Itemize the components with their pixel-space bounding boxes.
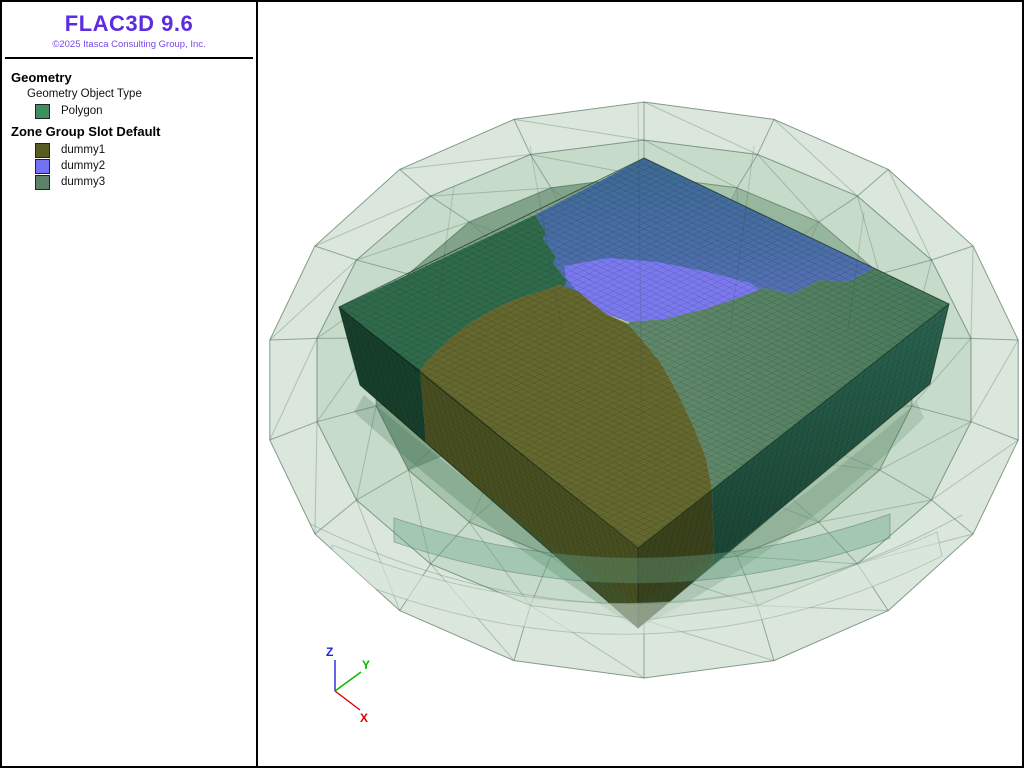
3d-scene-canvas[interactable]: Z Y X <box>260 2 1024 766</box>
axis-triad: Z Y X <box>326 645 370 725</box>
box-right-mesh <box>638 304 949 628</box>
dummy1-color-swatch <box>35 142 50 158</box>
x-axis-line <box>334 690 361 711</box>
y-axis-label: Y <box>362 658 370 672</box>
legend-subheading-object-type: Geometry Object Type <box>27 88 142 100</box>
legend-item-label: dummy3 <box>61 176 106 188</box>
box-top-mesh <box>339 158 949 548</box>
box-edges <box>338 157 950 630</box>
x-axis-label: X <box>360 711 368 725</box>
legend-item-dummy1: dummy1 <box>35 142 256 158</box>
panel-divider <box>5 57 253 59</box>
legend-item-label: Polygon <box>61 105 103 117</box>
model-viewport[interactable]: Z Y X <box>260 2 1024 766</box>
legend-item-polygon: Polygon <box>35 103 256 119</box>
geometry-polygon-dome-front <box>301 103 963 635</box>
dummy2-color-swatch <box>35 158 50 174</box>
y-axis-line <box>334 671 362 692</box>
copyright-text: ©2025 Itasca Consulting Group, Inc. <box>52 39 206 50</box>
zone-box <box>338 157 950 630</box>
legend-heading-zone-group: Zone Group Slot Default <box>11 124 161 139</box>
app-title: FLAC3D 9.6 <box>64 11 194 36</box>
legend-item-dummy2: dummy2 <box>35 158 256 174</box>
legend-panel: FLAC3D 9.6 ©2025 Itasca Consulting Group… <box>2 2 258 766</box>
legend-item-label: dummy2 <box>61 160 106 172</box>
legend-heading-geometry: Geometry <box>11 70 72 85</box>
z-axis-label: Z <box>326 645 333 659</box>
polygon-color-swatch <box>35 103 50 119</box>
legend-item-dummy3: dummy3 <box>35 174 256 190</box>
box-left-mesh <box>339 307 638 628</box>
legend-item-label: dummy1 <box>61 144 106 156</box>
dummy3-color-swatch <box>35 174 50 190</box>
